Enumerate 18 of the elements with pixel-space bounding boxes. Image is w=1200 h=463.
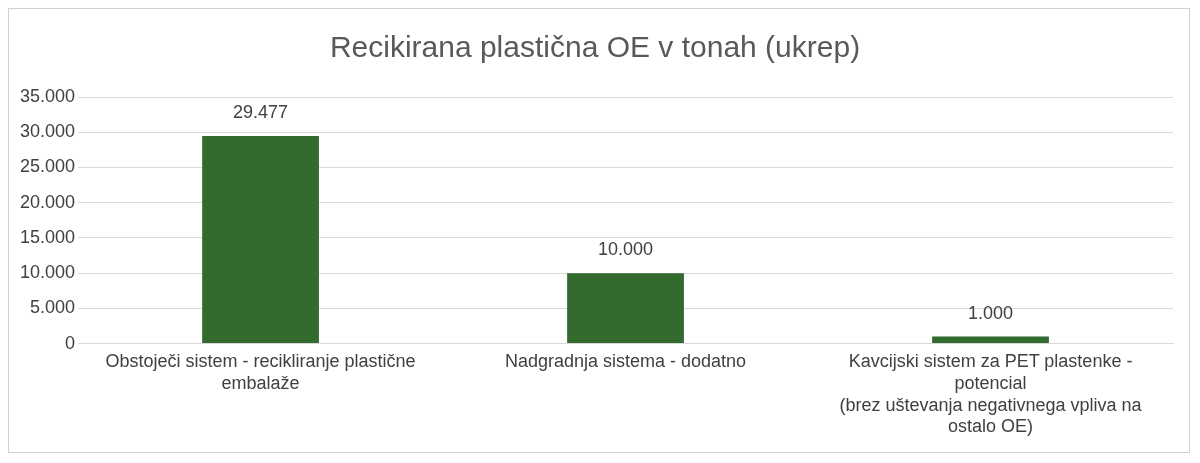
y-tick-label: 15.000 [19, 226, 76, 247]
data-label: 1.000 [967, 302, 1014, 323]
y-tick-label: 5.000 [30, 297, 76, 318]
y-tick-label: 10.000 [19, 262, 76, 283]
x-tick-label: Obstoječi sistem - recikliranje plastične embalaže [105, 351, 416, 393]
x-tick-label: Nadgradnja sistema - dodatno [504, 351, 747, 372]
bar [202, 135, 319, 344]
bar [932, 336, 1049, 344]
y-tick-label: 30.000 [19, 121, 76, 142]
data-label: 29.477 [233, 101, 289, 122]
bar [567, 273, 684, 344]
y-tick-label: 35.000 [19, 85, 76, 106]
y-tick-label: 20.000 [19, 191, 76, 212]
y-tick-label: 25.000 [19, 156, 76, 177]
data-label: 10.000 [598, 239, 654, 260]
y-tick-label: 0 [65, 332, 76, 353]
chart-title: Recikirana plastična OE v tonah (ukrep) [329, 30, 861, 64]
x-tick-label: Kavcijski sistem za PET plastenke - potencial (brez uštevanja negativnega vpliva na ostalo OE) [839, 351, 1143, 437]
